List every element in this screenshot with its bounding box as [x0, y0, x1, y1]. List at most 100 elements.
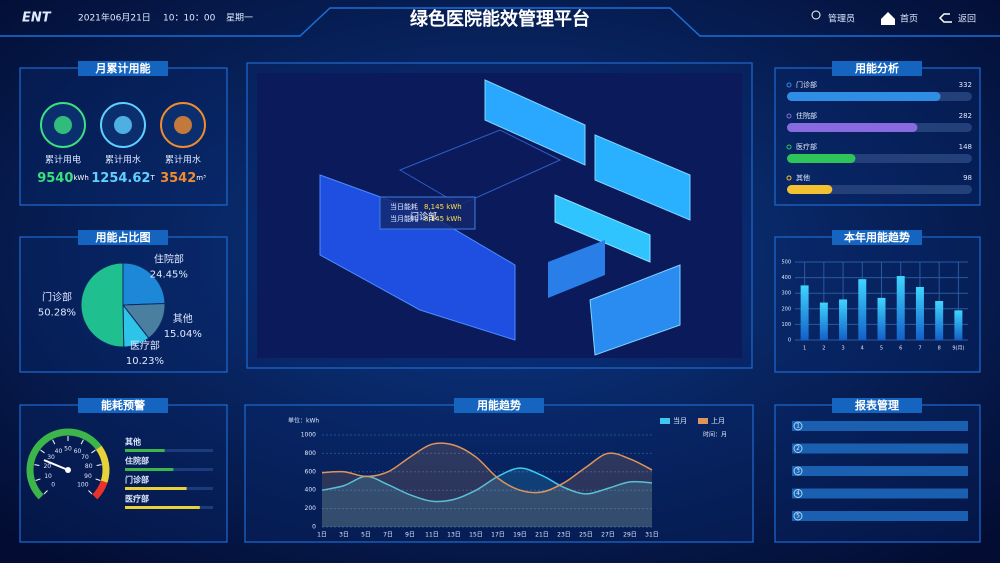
bar	[935, 301, 944, 340]
y-tick-label: 300	[781, 291, 791, 297]
logo: ENT	[22, 11, 52, 26]
y-tick-label: 200	[305, 505, 317, 512]
gauge-tick-label: 90	[84, 473, 92, 480]
y-tick-label: 100	[781, 322, 791, 328]
gauge-band	[26, 428, 102, 500]
panel-title: 能耗预警	[101, 398, 145, 412]
panel-title: 用能分析	[855, 61, 899, 75]
progress-value: 98	[963, 174, 972, 182]
x-tick-label: 27日	[601, 532, 615, 539]
report-badge	[793, 489, 803, 498]
panel-title: 报表管理	[855, 398, 899, 412]
panel-title: 用能占比图	[96, 230, 151, 244]
panel	[774, 67, 981, 206]
x-tick-label: 25日	[579, 532, 593, 539]
line	[321, 467, 653, 503]
legend-swatch	[660, 418, 670, 424]
time: 10：10：00	[163, 14, 216, 24]
panel-title: 本年用能趋势	[844, 230, 910, 244]
icon	[174, 116, 192, 134]
x-note: 时间：月	[703, 431, 727, 439]
title-tab	[832, 230, 922, 245]
gauge-tick-label: 70	[81, 454, 89, 461]
y-tick-label: 600	[305, 468, 317, 475]
metric-label: 累计用水	[165, 154, 201, 166]
x-tick-label: 17日	[491, 532, 505, 539]
x-tick-label: 15日	[469, 532, 483, 539]
bar	[877, 297, 886, 340]
bar	[125, 449, 165, 452]
report-row	[792, 443, 968, 454]
pie-value: 15.04%	[164, 329, 202, 340]
progress-track	[787, 185, 972, 194]
title-tab	[78, 398, 168, 413]
y-tick-label: 800	[305, 450, 317, 457]
x-tick-label: 1	[803, 346, 806, 352]
x-tick-label: 23日	[557, 532, 571, 539]
pie-label: 住院部	[154, 253, 184, 266]
pie-value: 10.23%	[126, 356, 164, 367]
report-row	[792, 488, 968, 499]
x-tick-label: 5日	[361, 532, 371, 539]
building	[589, 264, 681, 356]
progress-bar	[787, 185, 833, 194]
progress-value: 332	[959, 81, 972, 89]
title-tab	[454, 398, 544, 413]
gauge-tick	[91, 449, 96, 454]
gauge-tick-label: 0	[51, 481, 55, 488]
gauge-tick	[43, 490, 48, 495]
nav-home[interactable]: 首页	[900, 13, 918, 25]
gauge-tick-label: 10	[44, 473, 52, 480]
gauge-tick-label: 100	[77, 481, 89, 488]
x-tick-label: 3	[841, 346, 844, 352]
tooltip-value: 8,145 kWh	[424, 203, 462, 211]
dot	[786, 175, 792, 181]
progress-bar	[787, 92, 941, 101]
metric-label: 累计用电	[45, 154, 81, 166]
progress-bar	[787, 154, 856, 163]
page-title: 绿色医院能效管理平台	[410, 8, 590, 30]
bar-label: 门诊部	[125, 475, 149, 485]
legend-label: 当月	[673, 416, 687, 425]
back-icon	[938, 13, 952, 23]
bar	[125, 468, 174, 471]
progress-value: 148	[959, 143, 972, 151]
building	[548, 240, 605, 298]
nav-back[interactable]: 返回	[958, 13, 976, 25]
report-row	[792, 466, 968, 476]
x-tick-label: 8	[938, 346, 941, 352]
progress-label: 住院部	[796, 111, 817, 120]
gauge-tick-label: 30	[47, 454, 55, 461]
report-index: 5	[796, 513, 800, 520]
gauge-tick	[88, 490, 93, 495]
x-tick-label: 9(月)	[952, 346, 964, 352]
dot	[786, 82, 792, 88]
court	[398, 129, 562, 206]
bar	[858, 279, 867, 340]
x-tick-label: 29日	[623, 532, 637, 539]
tooltip-name: 门诊部	[410, 211, 437, 223]
weekday: 星期一	[226, 13, 253, 24]
pie-slice	[80, 262, 125, 348]
progress-label: 其他	[796, 173, 810, 182]
gauge-band	[95, 445, 110, 483]
dot	[786, 113, 792, 119]
gauge-tick	[52, 439, 56, 445]
report-badge	[793, 511, 803, 521]
bar	[839, 299, 848, 340]
bar	[915, 286, 924, 340]
x-tick-label: 9日	[405, 532, 415, 539]
x-tick-label: 21日	[535, 532, 549, 539]
bar	[125, 487, 187, 490]
nav-user[interactable]: 管理员	[828, 13, 855, 25]
gauge-tick-label: 40	[55, 448, 63, 455]
panel-title: 月累计用能	[95, 61, 151, 75]
pie-slice	[122, 262, 166, 306]
x-tick-label: 7日	[383, 532, 393, 539]
bar-label: 其他	[125, 437, 141, 447]
home-icon	[881, 12, 895, 25]
report-index: 2	[796, 445, 800, 452]
panel	[19, 404, 228, 543]
x-tick-label: 5	[880, 346, 883, 352]
